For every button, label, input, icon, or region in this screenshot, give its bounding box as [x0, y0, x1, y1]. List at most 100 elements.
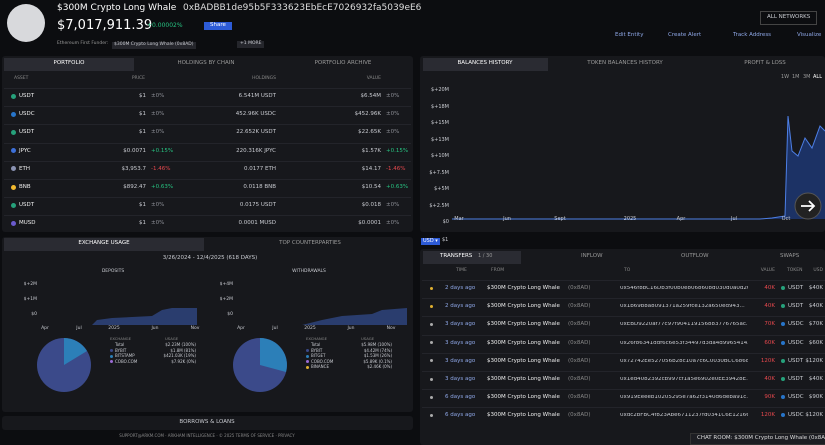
y-axis-label: $+2M: [219, 297, 233, 302]
time: 6 days ago: [445, 412, 476, 419]
y-axis-label: $+4M: [219, 282, 233, 287]
legend-swatch: [110, 349, 113, 353]
x-axis-label: Jul: [730, 216, 738, 222]
tab[interactable]: TOKEN BALANCES HISTORY: [587, 60, 663, 66]
tab[interactable]: SWAPS: [780, 253, 800, 259]
tab[interactable]: HOLDINGS BY CHAIN: [177, 60, 235, 66]
action-button[interactable]: Edit Entity: [615, 32, 644, 38]
tab[interactable]: PORTFOLIO ARCHIVE: [314, 60, 372, 66]
time: 2 days ago: [445, 285, 476, 291]
x-axis-label: Jun: [347, 326, 355, 331]
withdrawal-area: [245, 308, 407, 325]
price-change: ±0%: [151, 220, 165, 227]
action-button[interactable]: Track Address: [733, 32, 772, 38]
value-change: ±0%: [386, 111, 400, 118]
legend-value: $5.89K (0.1%): [363, 358, 392, 364]
legend-name: BITSTAMP: [115, 353, 135, 359]
y-axis-label: $+10M: [430, 153, 449, 159]
token-icon: [11, 202, 16, 208]
row-separator: [422, 334, 825, 336]
tab[interactable]: PORTFOLIO: [53, 60, 85, 66]
to[interactable]: 0xEBD9220af77c97f904119156883776765ac...: [620, 322, 748, 328]
to[interactable]: 0x1ed4082392cb997cf1a5e6902e0EE39428E...: [620, 377, 748, 382]
legend-value: $4.42M (74%): [363, 347, 392, 353]
network-select[interactable]: ALL NETWORKS: [760, 11, 818, 25]
legend-name: BYBIT: [311, 347, 323, 353]
share-button[interactable]: Share: [204, 22, 232, 30]
tab[interactable]: PROFIT & LOSS: [744, 60, 786, 66]
y-axis-label: $0: [227, 312, 233, 317]
row-separator: [422, 389, 825, 391]
from-tag: (0x8AD): [568, 412, 591, 419]
holdings: 220.316K JPYC: [236, 147, 276, 154]
status-icon: [430, 322, 433, 326]
to[interactable]: 0x1b69b8a8091371a259fce132a650ed943...: [620, 304, 745, 310]
x-axis-label: Nov: [386, 326, 396, 331]
range-button[interactable]: 1M: [792, 74, 800, 80]
value: 90K: [764, 394, 775, 401]
tab[interactable]: EXCHANGE USAGE: [78, 240, 130, 246]
value: 70K: [764, 321, 775, 328]
price-change: ±0%: [151, 93, 165, 99]
price: $1: [139, 220, 146, 227]
row-separator: [4, 142, 411, 144]
value: $6.54M: [360, 93, 382, 99]
withdrawal-pie-slice: [260, 338, 287, 372]
time: 3 days ago: [445, 357, 476, 364]
from: $300M Crypto Long Whale: [487, 339, 560, 346]
tab[interactable]: TRANSFERS: [440, 253, 473, 259]
tab[interactable]: INFLOW: [581, 253, 603, 259]
column-header: FROM: [491, 268, 505, 273]
tab[interactable]: BALANCES HISTORY: [457, 60, 513, 66]
balance-line: [452, 115, 825, 220]
row-separator: [422, 407, 825, 409]
column-header: TO: [624, 268, 631, 273]
legend-name: BITGET: [311, 353, 326, 359]
avatar: [7, 4, 45, 42]
price: $3,953.7: [121, 165, 147, 172]
time: 2 days ago: [445, 303, 476, 310]
token-icon: [11, 184, 16, 190]
holdings: 0.0175 USDT: [239, 202, 276, 209]
tab[interactable]: OUTFLOW: [681, 253, 709, 259]
from-tag: (0x8AD): [568, 357, 591, 364]
holdings: 0.0001 MUSD: [238, 220, 277, 227]
currency-select[interactable]: USD ▾: [421, 238, 440, 245]
to[interactable]: 0x919Eeeeb10205295e7a62f3140d6deba91c...: [620, 395, 748, 401]
range-button[interactable]: ALL: [813, 74, 822, 80]
range-button[interactable]: 3M: [803, 74, 811, 80]
token: USDC: [788, 321, 804, 328]
to[interactable]: 0xdc2bFBC4f823Abe6711237fd0341C6E121661.…: [620, 413, 748, 419]
value-change: -1.46%: [386, 165, 406, 172]
deposit-pie-slice: [64, 338, 87, 365]
usd: $40K: [808, 376, 823, 382]
to[interactable]: 0x26f86341ddf6c6e53f34497d3da4d99654143.…: [620, 340, 748, 346]
range-button[interactable]: 1W: [781, 74, 790, 80]
balances-panel: [420, 56, 825, 232]
asset: ETH: [19, 165, 30, 172]
to[interactable]: 0x72742Ee527056b28c10a7c6C0030BCC68685..…: [620, 358, 748, 364]
from-tag: (0x8AD): [568, 321, 591, 328]
holdings: 22.652K USDT: [236, 129, 276, 136]
more-button[interactable]: +1 MORE: [237, 41, 265, 48]
to[interactable]: 0x546f8bC16Db3f00b0e8068608d030d0a0d20..…: [620, 286, 748, 291]
tab[interactable]: 1 / 30: [478, 253, 493, 259]
time: 3 days ago: [445, 339, 476, 346]
tab[interactable]: TOP COUNTERPARTIES: [279, 240, 341, 246]
value: $0.0001: [358, 220, 381, 227]
y-axis-label: $0: [442, 219, 449, 225]
legend-value: $1.53M (26%): [363, 353, 392, 359]
funder[interactable]: $300M Crypto Long Whale (0x8AD): [112, 42, 196, 49]
legend-swatch: [110, 360, 113, 364]
usd: $60K: [808, 339, 823, 346]
unit: $1: [442, 237, 449, 243]
column-header: HOLDINGS: [252, 76, 276, 81]
chat-room-button[interactable]: CHAT ROOM: $300M Crypto Long Whale (0x8A…: [690, 433, 825, 445]
action-button[interactable]: Visualize: [797, 32, 822, 38]
column-header: TOKEN: [787, 268, 803, 273]
value: $10.54: [361, 184, 381, 190]
panel-title: DEPOSITS: [101, 269, 125, 274]
exchange-charts: [37, 308, 407, 392]
action-button[interactable]: Create Alert: [668, 32, 702, 38]
change: +0.00002%: [147, 22, 183, 29]
